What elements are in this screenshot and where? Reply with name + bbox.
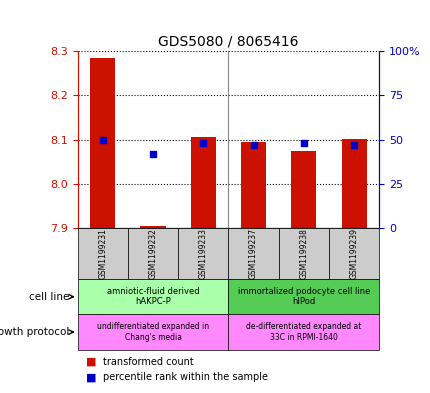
Bar [341, 139, 366, 228]
Text: GSM1199239: GSM1199239 [349, 228, 358, 279]
Text: percentile rank within the sample: percentile rank within the sample [103, 372, 268, 382]
Text: GSM1199231: GSM1199231 [98, 228, 107, 279]
Text: transformed count: transformed count [103, 356, 194, 367]
Title: GDS5080 / 8065416: GDS5080 / 8065416 [158, 35, 298, 48]
Text: undifferentiated expanded in
Chang's media: undifferentiated expanded in Chang's med… [97, 322, 209, 342]
Text: GSM1199237: GSM1199237 [249, 228, 258, 279]
Bar [90, 58, 115, 228]
Text: amniotic-fluid derived
hAKPC-P: amniotic-fluid derived hAKPC-P [107, 287, 199, 307]
Text: GSM1199233: GSM1199233 [198, 228, 207, 279]
Text: de-differentiated expanded at
33C in RPMI-1640: de-differentiated expanded at 33C in RPM… [246, 322, 361, 342]
Text: ■: ■ [86, 356, 96, 367]
Text: ■: ■ [86, 372, 96, 382]
Text: growth protocol: growth protocol [0, 327, 69, 337]
Bar [140, 226, 165, 228]
Bar [291, 151, 316, 228]
Text: immortalized podocyte cell line
hIPod: immortalized podocyte cell line hIPod [237, 287, 369, 307]
Bar [240, 142, 265, 228]
Text: GSM1199232: GSM1199232 [148, 228, 157, 279]
Text: cell line: cell line [28, 292, 69, 302]
Bar [190, 137, 215, 228]
Text: GSM1199238: GSM1199238 [299, 228, 307, 279]
